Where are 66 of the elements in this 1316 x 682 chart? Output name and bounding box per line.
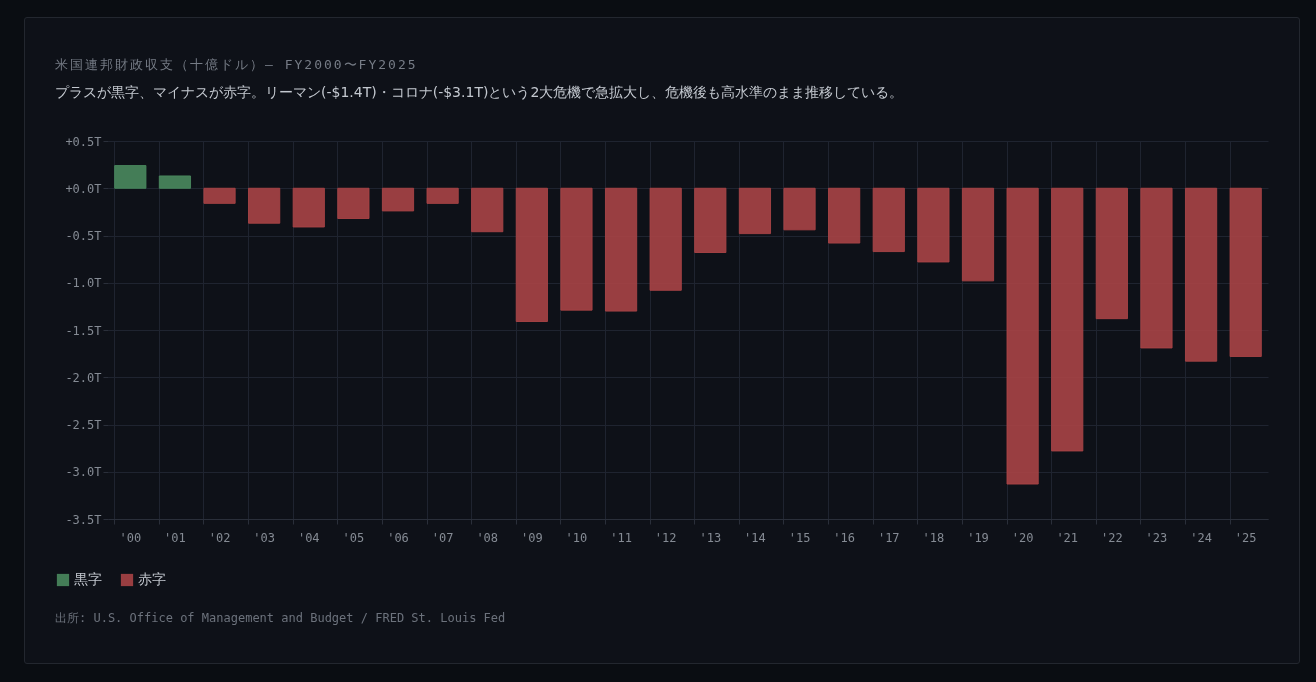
chart-title: 米国連邦財政収支（十億ドル）— FY2000〜FY2025: [55, 56, 418, 74]
x-tick-label: '12: [654, 530, 677, 545]
y-tick-label: +0.5T: [65, 134, 102, 149]
x-tick-label: '09: [521, 530, 543, 545]
x-tick-label: '18: [922, 530, 945, 545]
x-tick-label: '08: [476, 530, 499, 545]
chart-subtitle: プラスが黒字、マイナスが赤字。リーマン(-$1.4T)・コロナ(-$3.1T)という2大危機で急拡大し、危機後も高水準のまま推移している。: [55, 84, 904, 102]
bar: [381, 187, 415, 212]
x-tick-label: '01: [164, 530, 186, 545]
bar: [783, 187, 816, 231]
y-tick-label: -3.5T: [65, 512, 102, 527]
legend-label: 黒字: [74, 571, 102, 587]
bar: [604, 187, 638, 312]
bar: [1051, 187, 1084, 452]
bar: [738, 187, 772, 235]
bar: [1229, 187, 1262, 357]
x-tick-label: '17: [877, 530, 900, 545]
bar: [114, 165, 147, 189]
bar: [426, 187, 459, 204]
x-tick-label: '20: [1011, 530, 1034, 545]
bar: [560, 187, 593, 311]
bar: [1184, 187, 1218, 362]
x-tick-label: '22: [1101, 530, 1123, 545]
y-tick-label: -0.5T: [65, 229, 102, 243]
x-tick-label: '10: [565, 530, 588, 545]
x-tick-label: '24: [1190, 530, 1212, 545]
bar: [1095, 187, 1128, 320]
y-tick-label: -2.5T: [65, 418, 102, 432]
x-tick-label: '02: [208, 530, 231, 545]
x-tick-label: '15: [788, 530, 811, 545]
x-tick-label: '14: [744, 530, 766, 545]
x-tick-label: '07: [431, 530, 454, 545]
x-tick-label: '11: [610, 530, 632, 545]
bar: [248, 187, 281, 224]
x-tick-label: '04: [297, 530, 320, 545]
bar: [515, 187, 548, 322]
y-tick-label: -1.5T: [65, 323, 102, 338]
x-tick-label: '23: [1145, 530, 1168, 545]
bar: [1006, 187, 1039, 485]
bar: [203, 187, 236, 204]
bar: [337, 187, 370, 219]
bar: [292, 187, 325, 228]
x-tick-label: '05: [342, 530, 365, 545]
legend-label: 赤字: [138, 571, 166, 587]
x-tick-label: '25: [1234, 530, 1257, 545]
bar: [158, 175, 192, 189]
bar: [1140, 187, 1173, 349]
x-tick-label: '13: [699, 530, 722, 545]
text: 出所: U.S. Office of Management and Budget / FRED St. Louis Fed: [55, 610, 506, 627]
y-tick-label: -1.0T: [65, 276, 102, 291]
bar: [917, 187, 950, 263]
x-tick-label: '00: [119, 530, 142, 545]
x-tick-label: '06: [387, 530, 409, 545]
y-tick-label: -3.0T: [65, 465, 102, 480]
bar: [828, 187, 861, 244]
x-tick-label: '03: [253, 530, 275, 545]
bar: [649, 187, 682, 291]
x-tick-label: '21: [1056, 530, 1079, 545]
x-tick-label: '16: [833, 530, 855, 545]
bar: [961, 187, 995, 282]
y-tick-label: -2.0T: [65, 370, 102, 385]
bar: [471, 187, 504, 233]
bar: [694, 187, 727, 254]
bar: [872, 187, 905, 253]
x-tick-label: '19: [967, 530, 989, 545]
y-tick-label: +0.0T: [65, 181, 102, 196]
